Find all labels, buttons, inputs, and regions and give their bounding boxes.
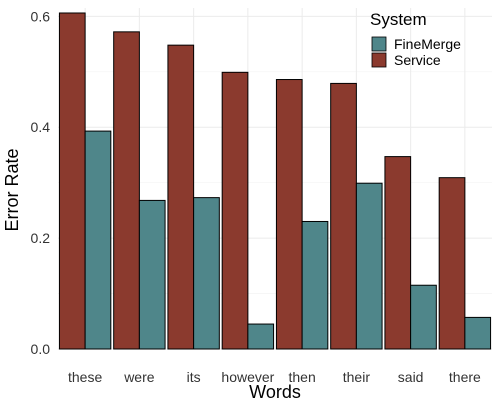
x-axis-ticks: these were its however then their said there xyxy=(68,369,481,385)
legend-swatch-finemerge xyxy=(371,36,387,52)
x-axis-title: Words xyxy=(249,382,301,400)
bar-service-these xyxy=(58,12,86,350)
x-tick-label: said xyxy=(398,369,424,385)
bar-service-then xyxy=(275,79,303,350)
bar-service-said xyxy=(384,156,412,350)
legend-title: System xyxy=(370,10,427,29)
y-axis-title: Error Rate xyxy=(2,148,22,231)
y-axis-ticks: 0.0 0.2 0.4 0.6 xyxy=(31,8,51,357)
y-tick-label: 0.2 xyxy=(31,230,51,246)
bar-finemerge-said xyxy=(410,284,437,350)
x-tick-label: their xyxy=(343,369,371,385)
x-tick-label: its xyxy=(187,369,201,385)
legend-label-service: Service xyxy=(394,52,441,68)
bar-finemerge-then xyxy=(301,220,329,350)
y-tick-label: 0.0 xyxy=(31,341,51,357)
bar-service-were xyxy=(113,31,140,350)
bar-finemerge-its xyxy=(193,197,220,350)
bar-service-its xyxy=(167,44,195,350)
y-tick-label: 0.6 xyxy=(31,8,51,24)
bar-finemerge-there xyxy=(464,316,492,350)
x-tick-label: were xyxy=(123,369,155,385)
legend-swatch-service xyxy=(371,52,387,68)
bar-service-their xyxy=(330,82,357,350)
bars xyxy=(58,12,492,350)
bar-finemerge-however xyxy=(247,323,275,350)
x-tick-label: these xyxy=(68,369,102,385)
bar-finemerge-were xyxy=(138,199,166,350)
legend-label-finemerge: FineMerge xyxy=(394,36,461,52)
x-tick-label: there xyxy=(449,369,481,385)
x-tick-label: however xyxy=(221,369,274,385)
bar-service-there xyxy=(438,177,466,350)
bar-finemerge-these xyxy=(84,130,112,350)
y-tick-label: 0.4 xyxy=(31,119,51,135)
bar-service-however xyxy=(221,71,249,350)
bar-finemerge-their xyxy=(355,182,383,350)
x-tick-label: then xyxy=(289,369,316,385)
